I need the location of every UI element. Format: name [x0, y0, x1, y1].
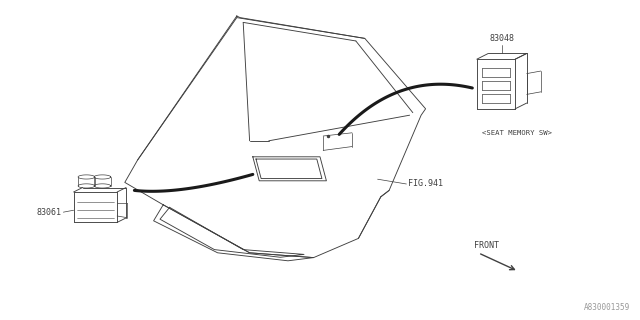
Text: FIG.941: FIG.941: [408, 180, 444, 188]
Text: A830001359: A830001359: [584, 303, 630, 312]
Text: 83048: 83048: [490, 34, 515, 43]
Text: <SEAT MEMORY SW>: <SEAT MEMORY SW>: [482, 130, 552, 136]
Text: FRONT: FRONT: [474, 241, 499, 250]
Text: 83061: 83061: [36, 208, 61, 217]
